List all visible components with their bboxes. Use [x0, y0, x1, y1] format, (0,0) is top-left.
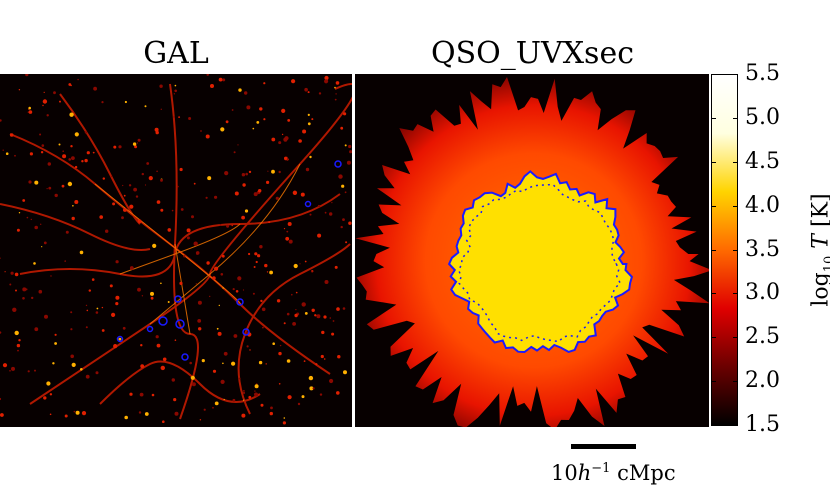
colorbar-tick-label: 3.5 — [745, 236, 780, 262]
colorbar-tick-mark — [733, 249, 738, 251]
qso-uvxsec-temperature-map — [355, 74, 709, 427]
colorbar-tick-mark — [711, 249, 716, 251]
colorbar-tick-mark — [711, 381, 716, 383]
colorbar-tick-mark — [711, 337, 716, 339]
scale-bar-label: 10h−1 cMpc — [551, 461, 676, 485]
colorbar-tick-label: 4.5 — [745, 148, 780, 174]
colorbar-tick-mark — [733, 205, 738, 207]
colorbar-tick-mark — [733, 337, 738, 339]
scale-bar — [571, 444, 636, 449]
colorbar-tick-mark — [733, 161, 738, 163]
colorbar-tick-label: 5.5 — [745, 61, 780, 86]
colorbar-tick-mark — [711, 425, 716, 426]
colorbar-tick-mark — [733, 425, 738, 426]
colorbar-tick-label: 4.0 — [745, 192, 780, 218]
colorbar-tick-mark — [733, 74, 738, 75]
gal-temperature-map — [0, 74, 352, 427]
colorbar-label: log10 T [K] — [808, 193, 830, 307]
colorbar-tick-label: 2.5 — [745, 324, 780, 350]
right-panel-title: QSO_UVXsec — [431, 36, 634, 71]
colorbar-tick-mark — [733, 117, 738, 119]
colorbar-tick-mark — [711, 293, 716, 295]
colorbar-tick-label: 3.0 — [745, 280, 780, 306]
colorbar-tick-label: 2.0 — [745, 368, 780, 394]
colorbar-tick-mark — [733, 293, 738, 295]
colorbar-tick-mark — [733, 381, 738, 383]
panel-divider — [352, 74, 355, 427]
colorbar-tick-mark — [711, 205, 716, 207]
colorbar-tick-mark — [711, 161, 716, 163]
colorbar-tick-mark — [711, 117, 716, 119]
colorbar-tick-mark — [711, 74, 716, 75]
colorbar-tick-label: 1.5 — [745, 412, 780, 437]
left-panel-title: GAL — [143, 36, 209, 71]
colorbar-tick-label: 5.0 — [745, 104, 780, 130]
